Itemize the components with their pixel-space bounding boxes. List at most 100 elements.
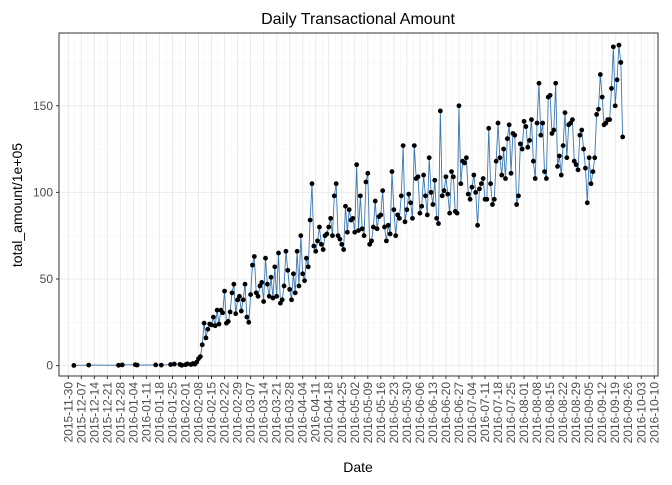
data-point — [153, 362, 159, 368]
data-point — [302, 278, 307, 284]
data-point — [426, 155, 432, 161]
data-point — [447, 210, 453, 216]
x-tick-label: 2016-10-03 — [634, 382, 648, 444]
data-point — [287, 286, 293, 292]
x-axis-ticks: 2015-11-30 2015-12-07 2015-12-14 2015-12-21… — [61, 376, 661, 443]
data-point-layer — [71, 42, 626, 368]
data-point — [404, 207, 410, 213]
data-point — [201, 320, 207, 326]
data-point — [246, 319, 252, 325]
data-point — [119, 362, 125, 368]
data-point — [400, 143, 406, 149]
data-point — [134, 362, 140, 368]
data-point — [419, 203, 425, 209]
data-point — [229, 290, 235, 296]
data-point — [469, 184, 475, 190]
data-point — [458, 181, 464, 187]
data-point — [577, 132, 583, 138]
data-point — [618, 60, 624, 65]
data-point — [309, 181, 315, 187]
data-point — [281, 283, 287, 289]
data-point — [370, 224, 376, 230]
data-point — [504, 136, 510, 142]
data-point — [209, 322, 214, 328]
data-point — [179, 362, 185, 368]
data-point — [475, 222, 480, 228]
data-point — [328, 215, 333, 221]
data-point — [378, 212, 384, 218]
data-point — [514, 202, 520, 207]
data-point — [570, 117, 575, 123]
data-point — [307, 217, 313, 223]
data-point — [359, 226, 365, 232]
x-tick-label: 2016-06-20 — [439, 382, 453, 444]
data-point — [443, 174, 449, 180]
data-point — [116, 362, 121, 368]
x-tick-label: 2016-09-12 — [595, 382, 609, 444]
data-point — [575, 167, 581, 173]
data-point — [343, 203, 348, 209]
data-point — [261, 299, 267, 304]
data-point — [305, 264, 311, 270]
data-point — [268, 274, 274, 280]
data-point — [488, 181, 493, 187]
data-point — [557, 153, 562, 159]
data-point — [430, 202, 436, 207]
data-point — [389, 169, 395, 174]
data-point — [289, 297, 294, 303]
data-point — [158, 362, 164, 368]
x-tick-label: 2015-11-30 — [61, 382, 75, 443]
data-point — [560, 143, 566, 149]
data-point — [410, 215, 415, 221]
data-point — [491, 196, 497, 202]
data-point — [547, 92, 553, 98]
data-point — [583, 165, 588, 171]
data-point — [341, 247, 347, 252]
y-tick-label: 50 — [40, 272, 54, 286]
data-point — [263, 255, 268, 261]
data-point — [259, 280, 265, 285]
data-point — [463, 155, 469, 161]
data-point — [441, 188, 447, 194]
x-tick-label: 2016-04-11 — [309, 382, 323, 443]
data-point — [497, 155, 503, 161]
x-tick-label: 2016-07-18 — [491, 382, 505, 444]
data-point — [339, 241, 345, 247]
data-point — [477, 186, 482, 192]
data-point — [216, 321, 222, 327]
data-point — [555, 163, 560, 169]
data-point — [592, 155, 598, 161]
data-point — [391, 207, 397, 213]
data-point — [594, 112, 600, 117]
data-point — [255, 293, 261, 299]
data-point — [205, 326, 211, 332]
x-tick-label: 2016-07-25 — [504, 382, 518, 444]
data-point — [480, 176, 486, 181]
data-point — [449, 169, 454, 174]
x-tick-label: 2016-07-04 — [465, 382, 479, 444]
data-point — [242, 281, 248, 287]
data-point — [333, 181, 339, 187]
data-point — [385, 222, 391, 228]
data-point — [421, 172, 427, 178]
data-point — [397, 215, 402, 221]
data-point — [523, 124, 529, 129]
data-point — [292, 290, 298, 296]
data-point — [527, 138, 533, 143]
data-point — [471, 172, 477, 178]
data-point — [326, 224, 332, 230]
x-tick-label: 2016-09-19 — [608, 382, 622, 444]
data-point — [620, 134, 626, 140]
data-point — [434, 215, 440, 221]
plot-panel — [59, 33, 658, 376]
data-point — [350, 215, 356, 221]
data-point — [313, 248, 319, 254]
x-tick-label: 2016-06-27 — [452, 382, 466, 444]
data-point — [372, 198, 378, 204]
x-tick-label: 2015-12-14 — [87, 382, 101, 444]
x-tick-label: 2016-05-23 — [387, 382, 401, 444]
x-tick-label: 2016-09-26 — [621, 382, 635, 444]
data-point — [612, 103, 618, 109]
data-point — [380, 188, 386, 194]
data-point — [417, 210, 423, 216]
